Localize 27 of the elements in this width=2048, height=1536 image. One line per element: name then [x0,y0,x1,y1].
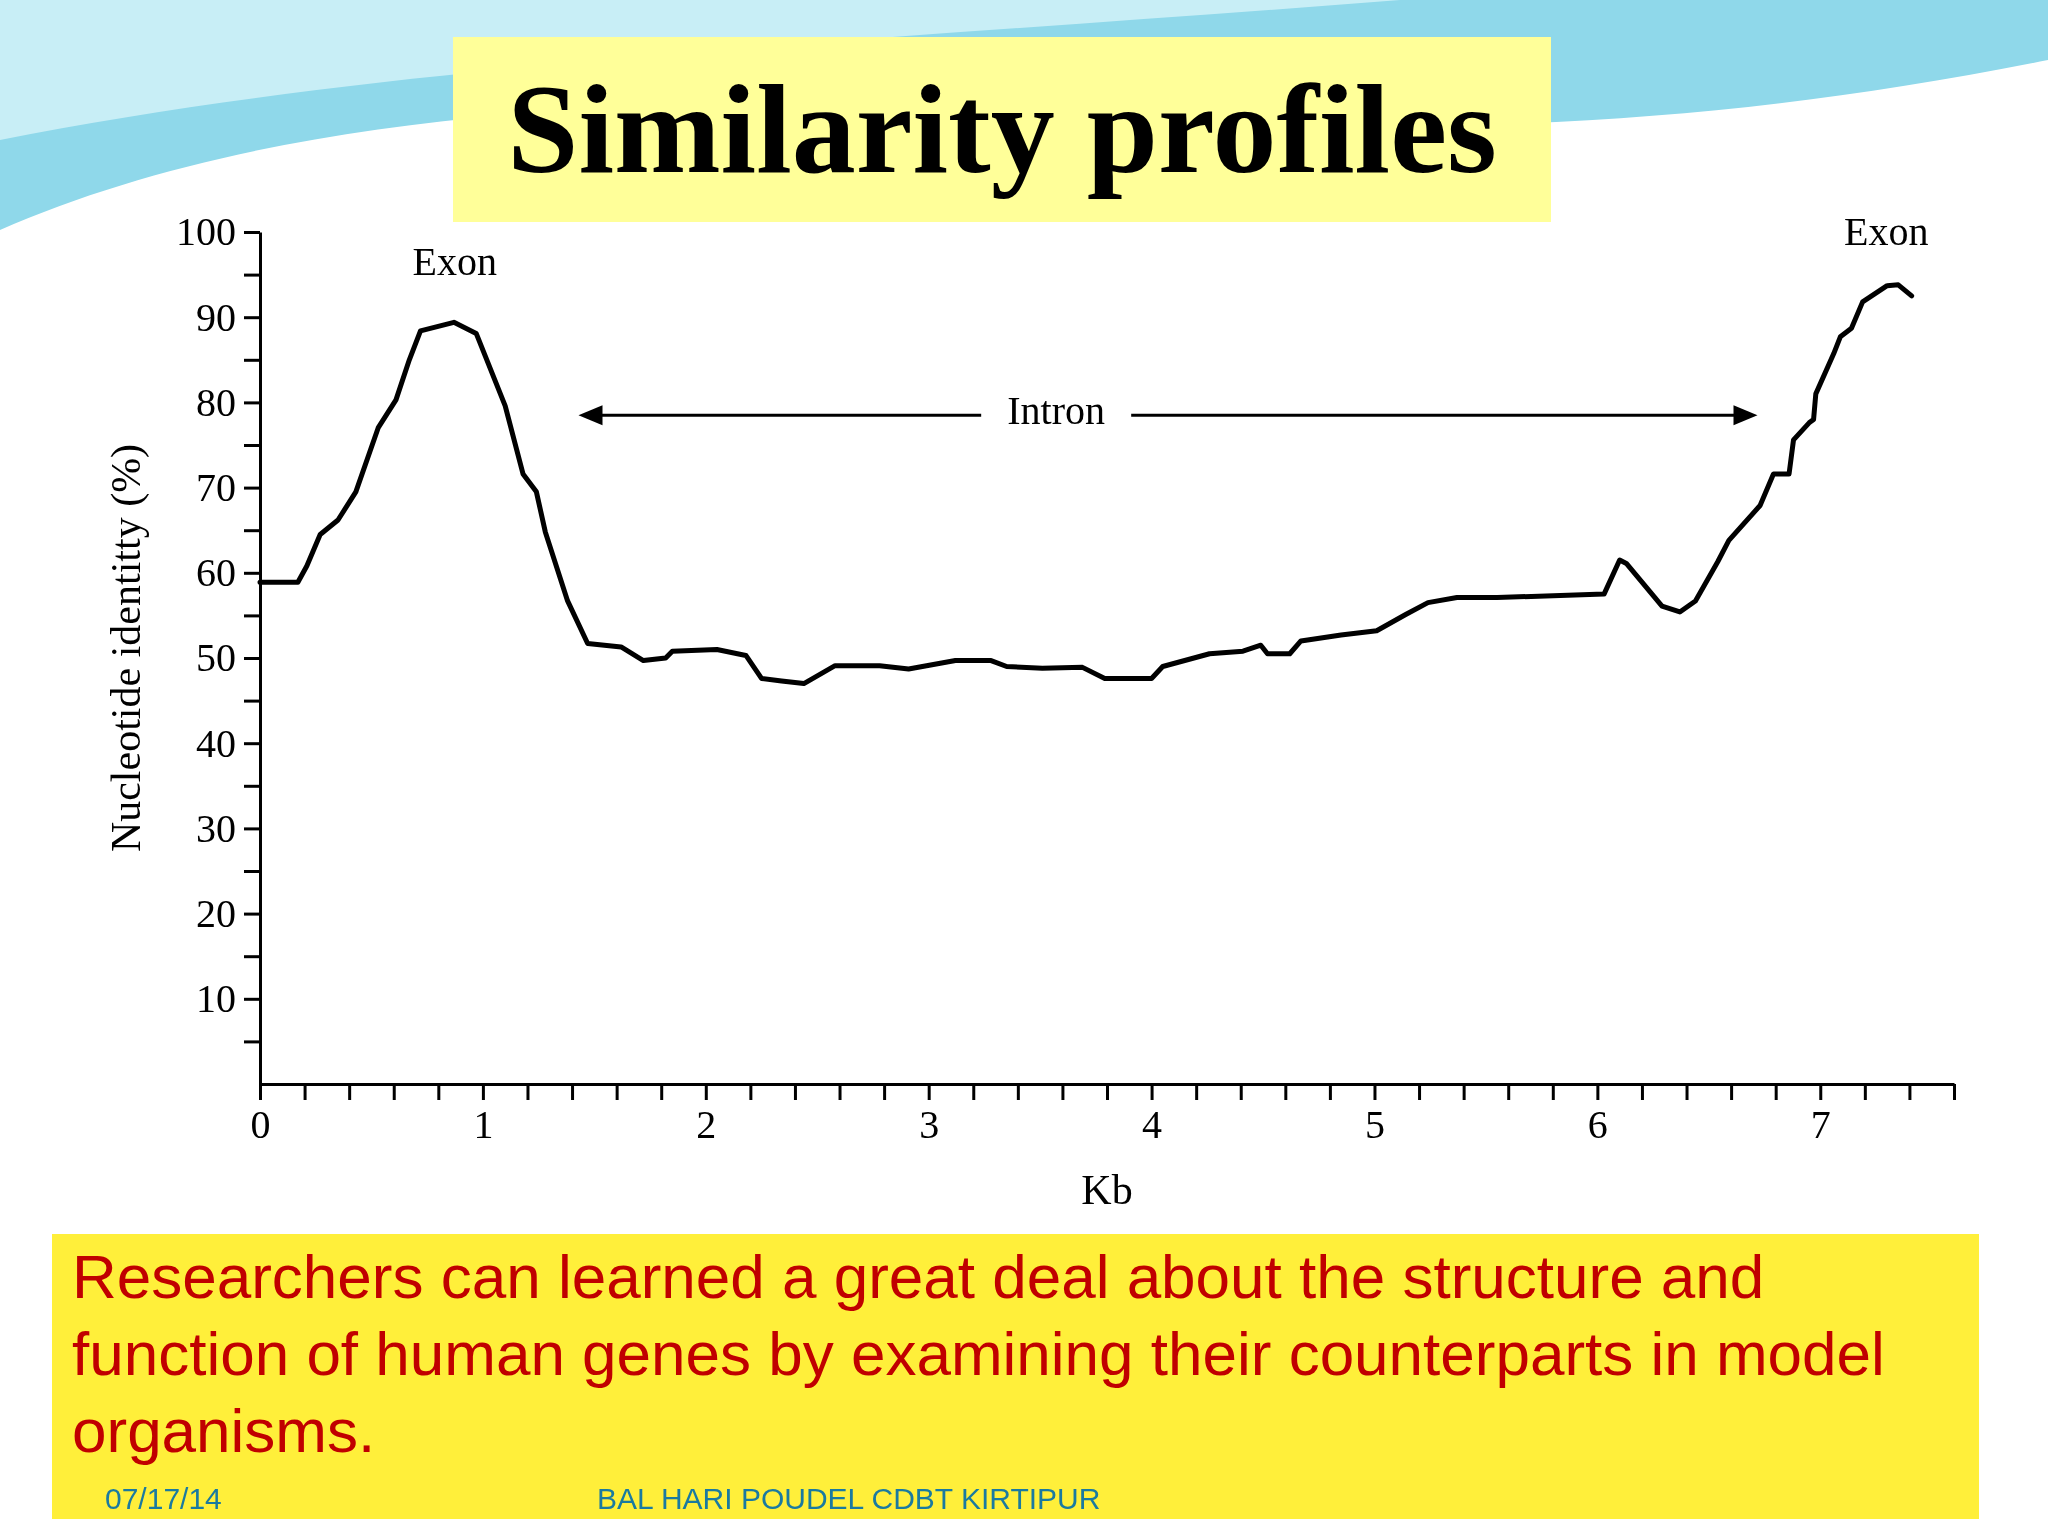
x-tick-label: 4 [1142,1102,1163,1148]
y-tick-label: 50 [196,635,236,681]
y-tick-label: 30 [196,805,236,851]
y-axis-title: Nucleotide identitty (%) [103,443,150,853]
x-tick-label: 2 [696,1102,717,1148]
y-tick-label: 80 [196,379,236,425]
x-tick-label: 0 [250,1102,271,1148]
x-axis-title: Kb [1081,1167,1133,1213]
y-tick-label: 10 [196,976,236,1022]
text: BAL HARI POUDEL CDBT KIRTIPUR [597,1482,1101,1516]
y-tick-label: 90 [196,294,236,340]
y-tick-label: 60 [196,550,236,596]
annotation: Intron [1007,388,1106,434]
y-tick-label: 100 [176,209,236,255]
y-tick-label: 20 [196,890,236,936]
y-tick-label: 70 [196,464,236,510]
y-tick-label: 40 [196,720,236,766]
chart-title: Similarity profiles [453,37,1551,222]
annotation: Exon [1844,209,1929,255]
x-tick-label: 6 [1587,1102,1608,1148]
annotation: Exon [412,239,498,285]
x-tick-label: 5 [1364,1102,1385,1148]
x-tick-label: 3 [919,1102,940,1148]
x-tick-label: 7 [1810,1102,1831,1148]
x-tick-label: 1 [473,1102,494,1148]
text: 07/17/14 [105,1482,222,1516]
text: Researchers can learned a great deal about the structure and function of human genes by examining their counterparts in model organisms. [72,1241,1886,1467]
